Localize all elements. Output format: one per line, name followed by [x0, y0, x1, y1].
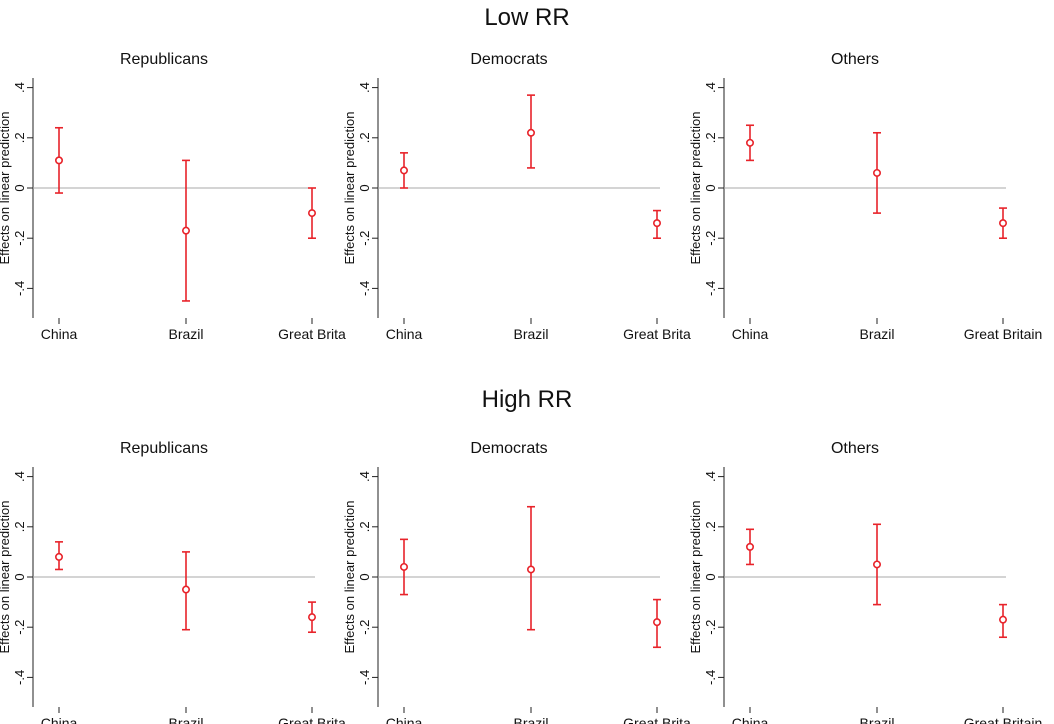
- y-axis-label: Effects on linear prediction: [0, 501, 12, 654]
- point-estimate-marker: [399, 166, 408, 175]
- x-tick-label: Great Brita: [278, 326, 346, 342]
- x-tick-label: Great Brita: [623, 715, 691, 724]
- y-axis-label: Effects on linear prediction: [342, 501, 357, 654]
- y-tick-label: .2: [703, 521, 718, 532]
- point-estimate-marker: [307, 613, 316, 622]
- y-tick-label: -.4: [703, 670, 718, 685]
- y-axis-label: Effects on linear prediction: [688, 501, 703, 654]
- y-tick-label: .4: [12, 82, 27, 93]
- y-tick-label: -.2: [357, 231, 372, 246]
- y-tick-label: .2: [357, 521, 372, 532]
- panel-title: Others: [831, 51, 879, 68]
- y-tick-label: -.4: [357, 281, 372, 296]
- y-tick-label: .2: [12, 132, 27, 143]
- x-tick-label: China: [386, 326, 423, 342]
- y-tick-label: .4: [12, 471, 27, 482]
- point-estimate-marker: [526, 565, 535, 574]
- x-tick-label: Great Brita: [623, 326, 691, 342]
- y-tick-label: 0: [357, 184, 372, 191]
- y-axis-label: Effects on linear prediction: [688, 112, 703, 265]
- point-estimate-marker: [652, 219, 661, 228]
- x-tick-label: Brazil: [513, 326, 548, 342]
- panel-high-rr-democrats: Democrats .4 .2 0 -.2 -.4 Effects on linear pr…: [342, 440, 691, 724]
- x-tick-label: China: [386, 715, 423, 724]
- x-tick-label: China: [41, 715, 78, 724]
- point-estimate-marker: [307, 209, 316, 218]
- panel-low-rr-republicans: Republicans .4 .2 0 -.2 -.4 Effects on linear …: [0, 51, 346, 342]
- point-estimate-marker: [745, 542, 754, 551]
- x-tick-label: China: [732, 326, 769, 342]
- panel-low-rr-others: Others .4 .2 0 -.2 -.4 Effects on linear predi…: [688, 51, 1042, 342]
- x-tick-label: Brazil: [859, 326, 894, 342]
- group-title-low-rr: Low RR: [484, 4, 570, 31]
- x-tick-label: Brazil: [859, 715, 894, 724]
- y-tick-label: .4: [357, 471, 372, 482]
- point-estimate-marker: [526, 128, 535, 137]
- y-tick-label: .4: [703, 471, 718, 482]
- point-estimate-marker: [54, 552, 63, 561]
- panel-high-rr-republicans: Republicans .4 .2 0 -.2 -.4 Effects on linear …: [0, 440, 346, 724]
- y-axis-label: Effects on linear prediction: [0, 112, 12, 265]
- y-tick-label: -.4: [357, 670, 372, 685]
- panel-high-rr-others: Others .4 .2 0 -.2 -.4 Effects on linear predi…: [688, 440, 1042, 724]
- point-estimate-marker: [54, 156, 63, 165]
- x-tick-label: Great Britain: [964, 715, 1043, 724]
- x-tick-label: Brazil: [168, 715, 203, 724]
- y-tick-label: 0: [357, 573, 372, 580]
- y-axis-label: Effects on linear prediction: [342, 112, 357, 265]
- group-title-high-rr: High RR: [481, 386, 573, 413]
- y-tick-label: .2: [12, 521, 27, 532]
- y-tick-label: 0: [703, 184, 718, 191]
- point-estimate-marker: [998, 219, 1007, 228]
- point-estimate-marker: [182, 585, 191, 594]
- x-tick-label: Great Brita: [278, 715, 346, 724]
- y-tick-label: -.4: [12, 670, 27, 685]
- point-estimate-marker: [399, 562, 408, 571]
- y-tick-label: -.2: [703, 231, 718, 246]
- x-tick-label: China: [41, 326, 78, 342]
- y-tick-label: .2: [357, 132, 372, 143]
- point-estimate-marker: [998, 615, 1007, 624]
- y-tick-label: 0: [12, 184, 27, 191]
- y-tick-label: -.2: [703, 620, 718, 635]
- x-tick-label: Great Britain: [964, 326, 1043, 342]
- y-tick-label: .2: [703, 132, 718, 143]
- panel-title: Democrats: [470, 51, 547, 68]
- x-tick-label: China: [732, 715, 769, 724]
- panel-title: Democrats: [470, 440, 547, 457]
- point-estimate-marker: [872, 168, 881, 177]
- panel-low-rr-democrats: Democrats .4 .2 0 -.2 -.4 Effects on linear pr…: [342, 51, 691, 342]
- y-tick-label: 0: [703, 573, 718, 580]
- y-tick-label: 0: [12, 573, 27, 580]
- point-estimate-marker: [745, 138, 754, 147]
- x-tick-label: Brazil: [513, 715, 548, 724]
- y-tick-label: -.2: [12, 231, 27, 246]
- y-tick-label: -.4: [12, 281, 27, 296]
- panel-title: Republicans: [120, 51, 208, 68]
- y-tick-label: -.4: [703, 281, 718, 296]
- panel-title: Others: [831, 440, 879, 457]
- x-tick-label: Brazil: [168, 326, 203, 342]
- y-tick-label: .4: [357, 82, 372, 93]
- point-estimate-marker: [182, 226, 191, 235]
- y-tick-label: .4: [703, 82, 718, 93]
- y-tick-label: -.2: [357, 620, 372, 635]
- y-tick-label: -.2: [12, 620, 27, 635]
- point-estimate-marker: [652, 618, 661, 627]
- point-estimate-marker: [872, 560, 881, 569]
- panel-title: Republicans: [120, 440, 208, 457]
